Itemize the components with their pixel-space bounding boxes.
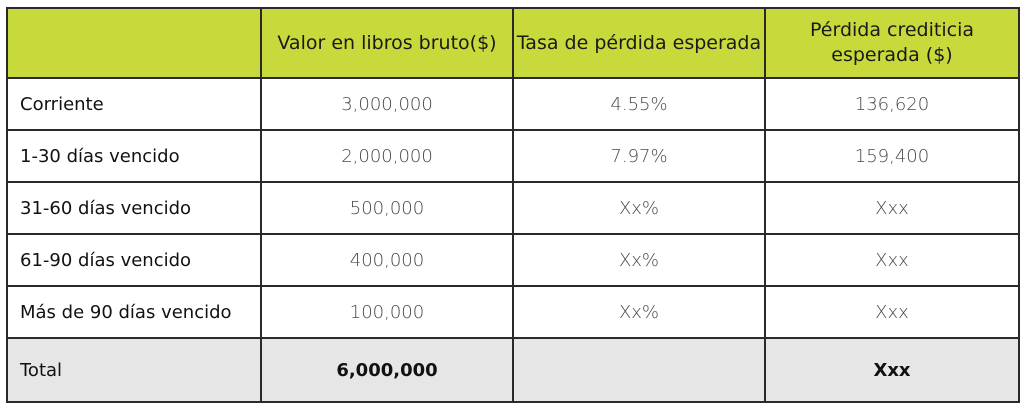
valor-cell: 3,000,000	[260, 77, 514, 131]
table-row: 61-90 días vencido 400,000 Xx% Xxx	[6, 233, 1020, 287]
table-row: 31-60 días vencido 500,000 Xx% Xxx	[6, 181, 1020, 235]
header-empty-cell	[6, 7, 262, 79]
tasa-cell: Xx%	[512, 181, 766, 235]
table-row: Más de 90 días vencido 100,000 Xx% Xxx	[6, 285, 1020, 339]
valor-cell: 2,000,000	[260, 129, 514, 183]
header-tasa-de-perdida: Tasa de pérdida esperada	[512, 7, 766, 79]
tasa-cell: Xx%	[512, 233, 766, 287]
table-row: Corriente 3,000,000 4.55% 136,620	[6, 77, 1020, 131]
header-row: Valor en libros bruto($) Tasa de pérdida…	[6, 7, 1020, 79]
total-valor-cell: 6,000,000	[260, 337, 514, 403]
total-perdida-cell: Xxx	[764, 337, 1020, 403]
table-row: 1-30 días vencido 2,000,000 7.97% 159,40…	[6, 129, 1020, 183]
valor-cell: 400,000	[260, 233, 514, 287]
perdida-cell: Xxx	[764, 285, 1020, 339]
row-label: Corriente	[6, 77, 262, 131]
total-row: Total 6,000,000 Xxx	[6, 337, 1020, 403]
total-label: Total	[6, 337, 262, 403]
perdida-cell: 159,400	[764, 129, 1020, 183]
header-valor-en-libros: Valor en libros bruto($)	[260, 7, 514, 79]
row-label: 1-30 días vencido	[6, 129, 262, 183]
perdida-cell: Xxx	[764, 233, 1020, 287]
expected-credit-loss-table: Valor en libros bruto($) Tasa de pérdida…	[6, 7, 1020, 403]
tasa-cell: 4.55%	[512, 77, 766, 131]
row-label: 61-90 días vencido	[6, 233, 262, 287]
expected-credit-loss-table-container: Valor en libros bruto($) Tasa de pérdida…	[6, 7, 1020, 403]
perdida-cell: 136,620	[764, 77, 1020, 131]
valor-cell: 100,000	[260, 285, 514, 339]
tasa-cell: Xx%	[512, 285, 766, 339]
row-label: Más de 90 días vencido	[6, 285, 262, 339]
row-label: 31-60 días vencido	[6, 181, 262, 235]
perdida-cell: Xxx	[764, 181, 1020, 235]
header-perdida-crediticia: Pérdida crediticia esperada ($)	[764, 7, 1020, 79]
valor-cell: 500,000	[260, 181, 514, 235]
total-tasa-cell	[512, 337, 766, 403]
tasa-cell: 7.97%	[512, 129, 766, 183]
